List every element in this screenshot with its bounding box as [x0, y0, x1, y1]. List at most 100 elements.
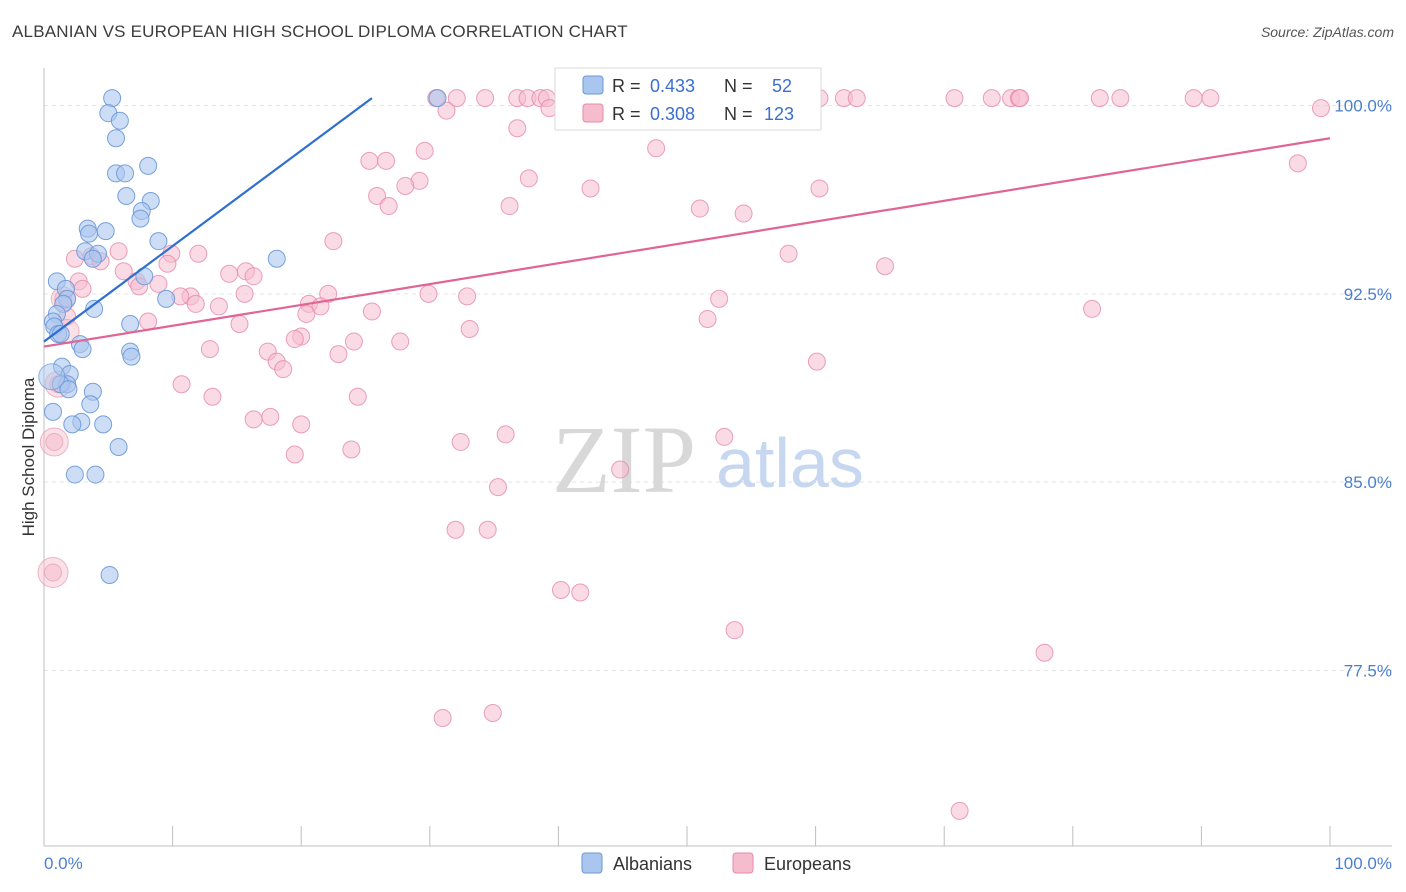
europeans-point: [982, 89, 1001, 108]
europeans-point: [39, 427, 69, 457]
legend-n-value-europeans: 123: [764, 104, 794, 124]
albanians-point: [110, 111, 129, 130]
stats-legend: R = 0.433 N = 52 R = 0.308 N = 123: [554, 67, 822, 131]
europeans-point: [200, 340, 219, 359]
europeans-point: [551, 581, 570, 600]
europeans-point: [519, 169, 538, 188]
albanians-point: [103, 89, 122, 108]
europeans-points: [37, 89, 1330, 820]
europeans-point: [235, 284, 254, 303]
europeans-point: [344, 332, 363, 351]
albanians-point: [44, 402, 63, 421]
albanians-point: [81, 395, 100, 414]
europeans-point: [377, 151, 396, 170]
europeans-point: [285, 445, 304, 464]
europeans-point: [1311, 99, 1330, 118]
europeans-point: [419, 284, 438, 303]
albanians-point: [267, 249, 286, 268]
europeans-point: [391, 332, 410, 351]
europeans-point: [950, 801, 969, 820]
source-label: Source: ZipAtlas.com: [1260, 24, 1394, 40]
europeans-point: [324, 232, 343, 251]
albanians-point: [122, 347, 141, 366]
europeans-point: [230, 314, 249, 333]
europeans-point: [1288, 154, 1307, 173]
europeans-point: [500, 197, 519, 216]
europeans-point: [379, 197, 398, 216]
watermark-atlas: atlas: [716, 424, 864, 502]
europeans-point: [447, 89, 466, 108]
bottom-legend-swatch-albanians: [581, 852, 603, 874]
europeans-point: [460, 320, 479, 339]
europeans-point: [139, 312, 158, 331]
albanians-point: [86, 465, 105, 484]
axes: [43, 68, 1392, 847]
europeans-point: [220, 264, 239, 283]
albanians-point: [80, 224, 99, 243]
y-tick-label: 92.5%: [1344, 285, 1392, 304]
europeans-point: [37, 556, 69, 588]
albanians-point: [121, 314, 140, 333]
albanians-trend-line: [43, 97, 373, 343]
europeans-point: [451, 432, 470, 451]
europeans-point: [1201, 89, 1220, 108]
europeans-point: [690, 199, 709, 218]
europeans-point: [203, 387, 222, 406]
europeans-point: [433, 709, 452, 728]
europeans-point: [158, 254, 177, 273]
europeans-point: [73, 279, 92, 298]
europeans-point: [779, 244, 798, 263]
trend-lines: [43, 97, 1331, 348]
albanians-point: [149, 232, 168, 251]
albanians-point: [157, 289, 176, 308]
europeans-point: [1184, 89, 1203, 108]
legend-n-value-albanians: 52: [772, 76, 792, 96]
albanians-point: [51, 325, 70, 344]
x-tick-label-max: 100.0%: [1334, 854, 1392, 873]
albanians-point: [109, 437, 128, 456]
europeans-point: [446, 520, 465, 539]
europeans-point: [189, 244, 208, 263]
legend-r-value-europeans: 0.308: [650, 104, 695, 124]
albanians-point: [73, 340, 92, 359]
europeans-point: [437, 101, 456, 120]
europeans-point: [458, 287, 477, 306]
europeans-point: [476, 89, 495, 108]
y-tick-labels: 100.0% 92.5% 85.0% 77.5%: [1334, 97, 1392, 681]
bottom-legend-label-albanians: Albanians: [613, 854, 692, 874]
europeans-point: [114, 262, 133, 281]
europeans-point: [415, 141, 434, 160]
europeans-point: [611, 460, 630, 479]
legend-swatch-europeans: [582, 103, 604, 123]
europeans-point: [109, 242, 128, 261]
albanians-points: [38, 89, 447, 584]
europeans-point: [149, 274, 168, 293]
europeans-point: [508, 119, 527, 138]
europeans-point: [810, 179, 829, 198]
albanians-point: [116, 164, 135, 183]
europeans-point: [478, 520, 497, 539]
europeans-point: [725, 621, 744, 640]
legend-r-label-albanians: R =: [612, 76, 641, 96]
albanians-point: [139, 156, 158, 175]
europeans-point: [362, 302, 381, 321]
x-ticks: [43, 826, 1331, 846]
albanians-point: [94, 415, 113, 434]
europeans-point: [945, 89, 964, 108]
legend-r-label-europeans: R =: [612, 104, 641, 124]
europeans-point: [710, 289, 729, 308]
series-legend: Albanians Europeans: [581, 852, 851, 874]
albanians-point: [428, 89, 447, 108]
albanians-point: [96, 222, 115, 241]
albanians-point: [100, 565, 119, 584]
albanians-point: [59, 380, 78, 399]
watermark-zip: ZIP: [552, 406, 696, 513]
y-tick-label: 85.0%: [1344, 473, 1392, 492]
europeans-point: [571, 583, 590, 602]
europeans-point: [1035, 643, 1054, 662]
albanians-point: [63, 415, 82, 434]
europeans-point: [698, 309, 717, 328]
europeans-point: [209, 297, 228, 316]
europeans-point: [581, 179, 600, 198]
europeans-point: [1090, 89, 1109, 108]
